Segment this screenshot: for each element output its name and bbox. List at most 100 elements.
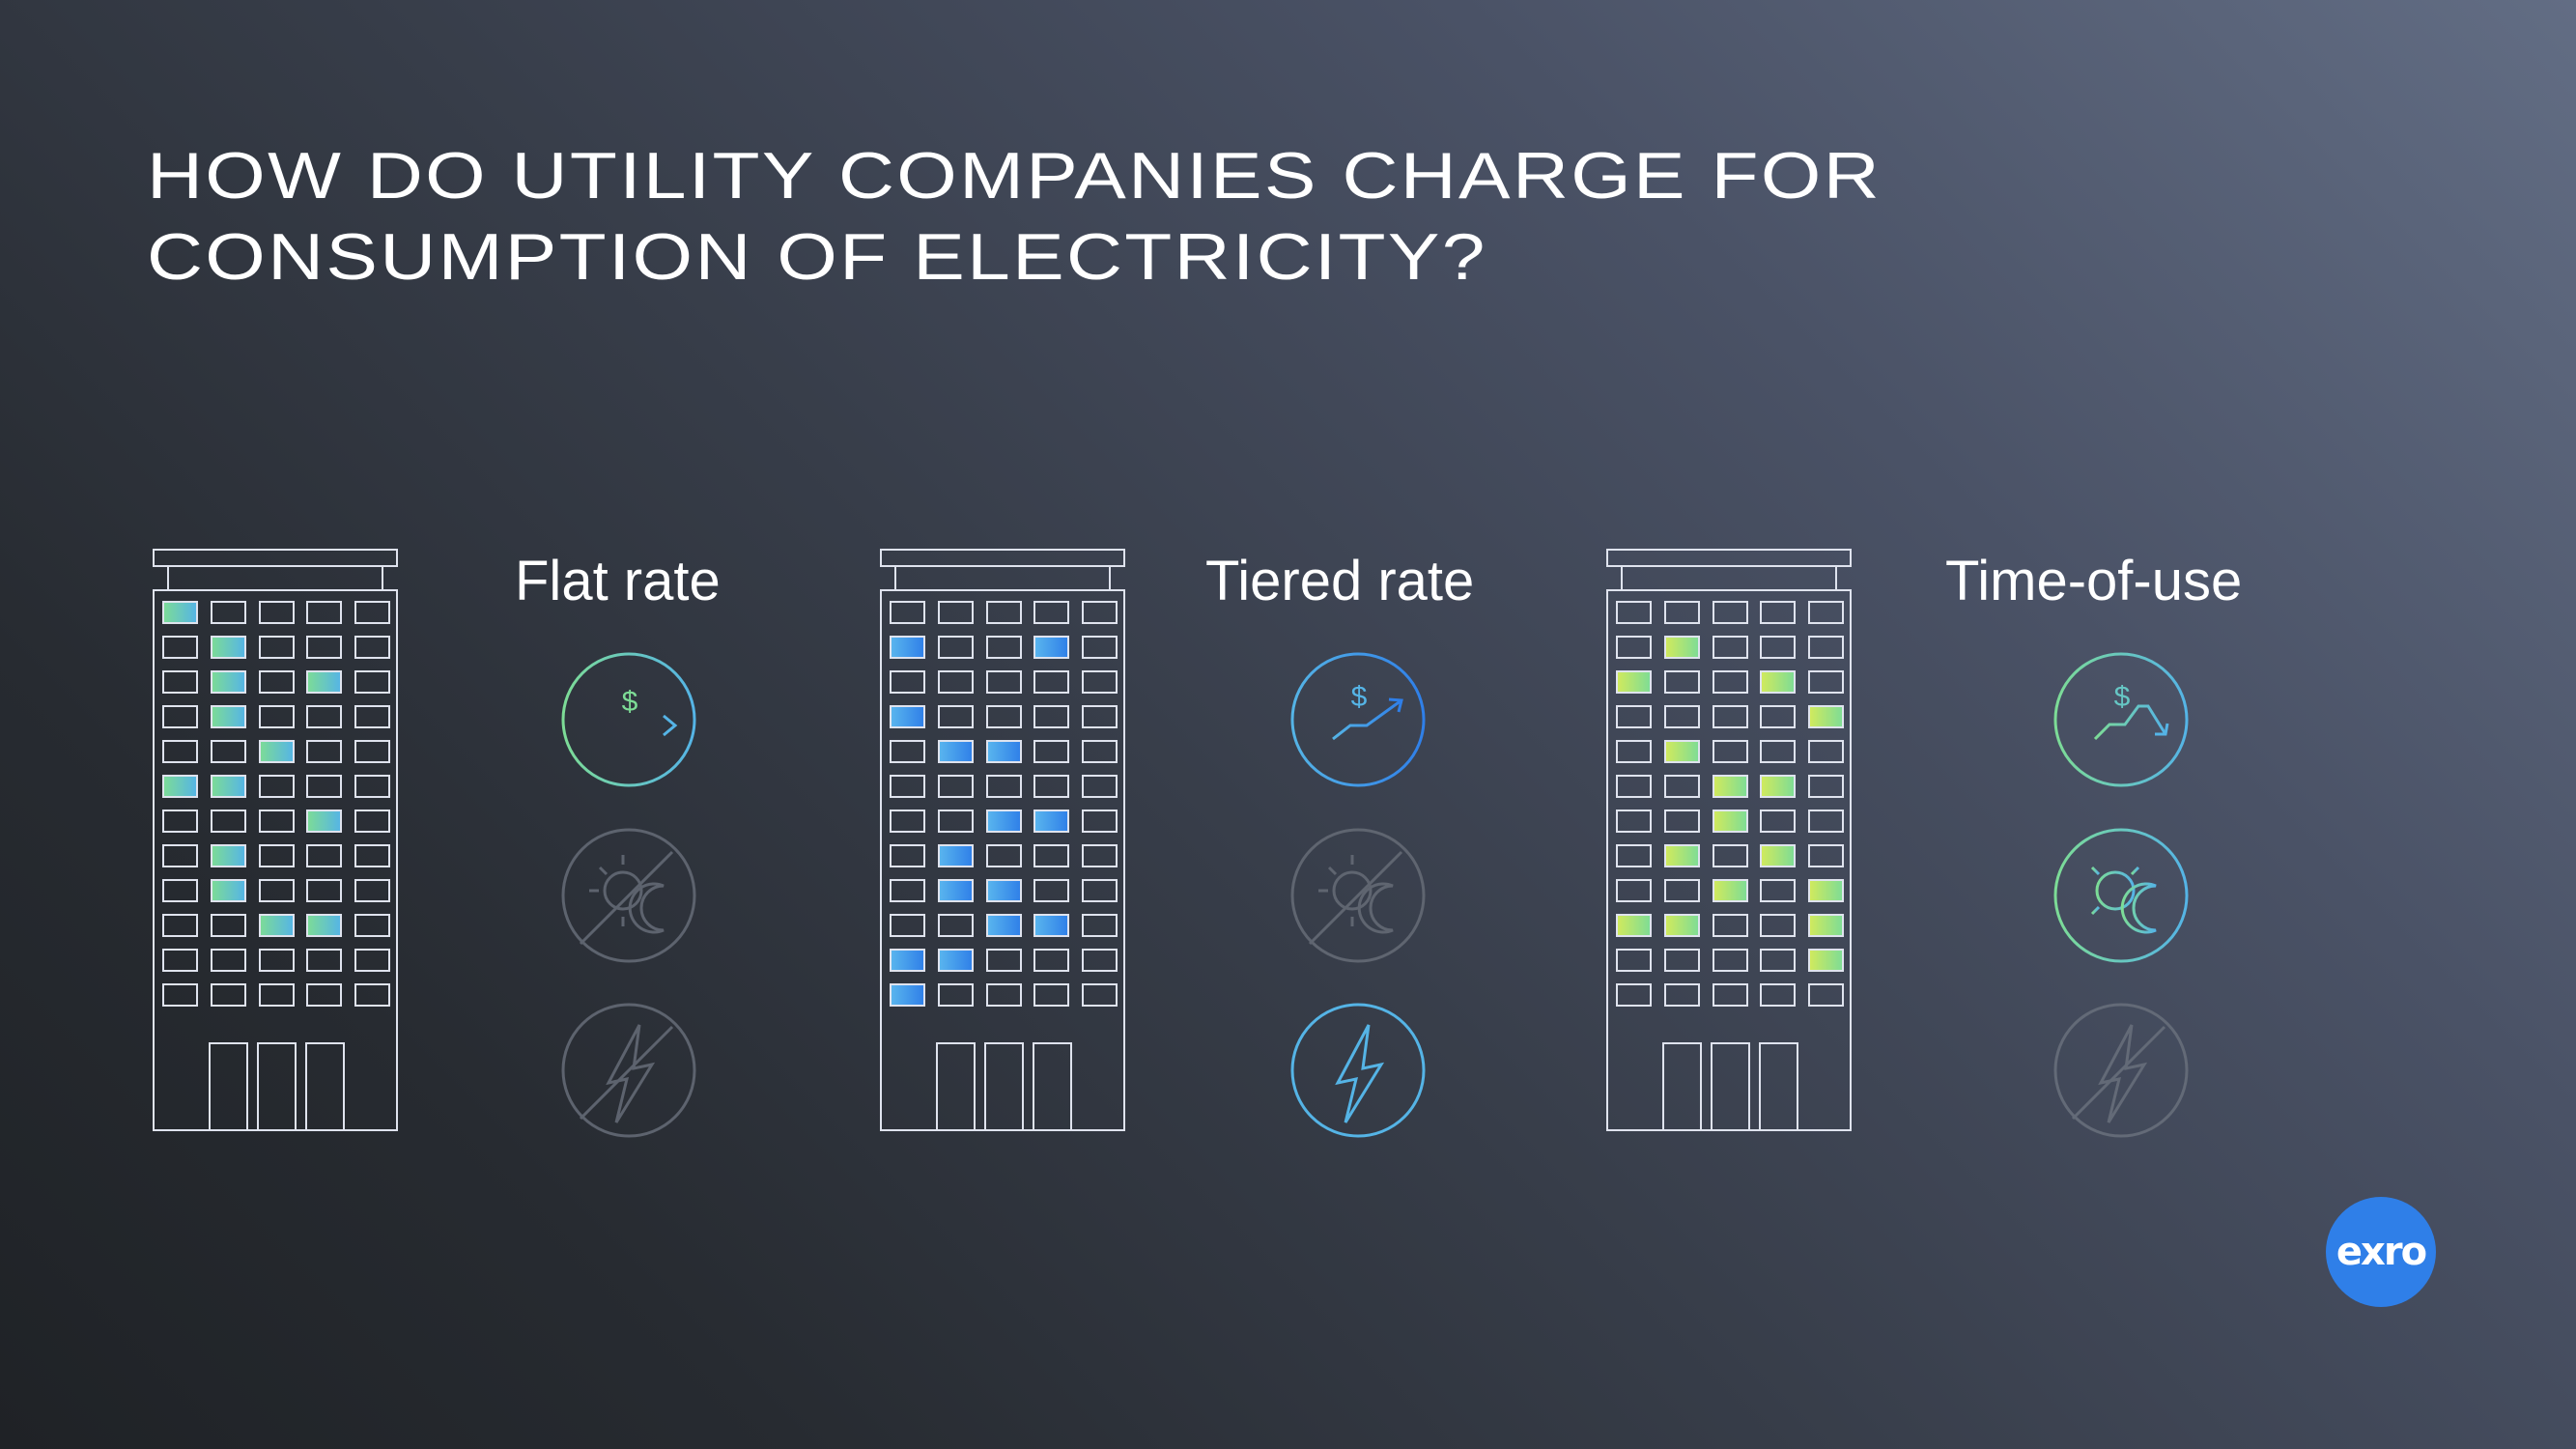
- window: [1033, 844, 1069, 867]
- window: [211, 844, 246, 867]
- window: [938, 914, 974, 937]
- window: [354, 670, 390, 694]
- window: [890, 775, 925, 798]
- window: [1082, 949, 1118, 972]
- window: [1808, 670, 1844, 694]
- window: [1713, 705, 1748, 728]
- window: [1808, 914, 1844, 937]
- window: [890, 705, 925, 728]
- window: [1082, 914, 1118, 937]
- window: [306, 775, 342, 798]
- logo-text: exro: [2335, 1230, 2427, 1274]
- window: [1713, 983, 1748, 1007]
- demand-lightning-disabled-icon: [2052, 1001, 2191, 1140]
- svg-text:$: $: [622, 686, 638, 718]
- door: [209, 1042, 248, 1131]
- window: [1082, 670, 1118, 694]
- window: [354, 705, 390, 728]
- window: [1664, 844, 1700, 867]
- window: [211, 810, 246, 833]
- building-time-of-use: [1605, 548, 1853, 1133]
- demand-lightning-icon: [1288, 1001, 1428, 1140]
- window: [1033, 810, 1069, 833]
- window: [259, 949, 295, 972]
- window: [306, 705, 342, 728]
- window: [1082, 705, 1118, 728]
- window: [1082, 601, 1118, 624]
- window: [890, 983, 925, 1007]
- plan-label-time-of-use: Time-of-use: [1945, 550, 2243, 612]
- window: [938, 670, 974, 694]
- window: [211, 601, 246, 624]
- window: [162, 670, 198, 694]
- window: [1808, 775, 1844, 798]
- window: [1808, 949, 1844, 972]
- window: [1760, 670, 1796, 694]
- window: [1616, 740, 1652, 763]
- window: [1760, 601, 1796, 624]
- window: [1713, 810, 1748, 833]
- window: [1808, 601, 1844, 624]
- door: [936, 1042, 976, 1131]
- window: [354, 775, 390, 798]
- window: [1664, 983, 1700, 1007]
- building-flat-rate: [152, 548, 399, 1133]
- window: [938, 879, 974, 902]
- window: [162, 844, 198, 867]
- window: [938, 705, 974, 728]
- window: [1713, 844, 1748, 867]
- day-night-disabled-icon: [559, 826, 698, 965]
- window: [259, 740, 295, 763]
- window: [938, 844, 974, 867]
- window: [306, 636, 342, 659]
- window: [259, 983, 295, 1007]
- window: [1760, 740, 1796, 763]
- window: [1664, 810, 1700, 833]
- door: [1711, 1042, 1750, 1131]
- window: [162, 740, 198, 763]
- window: [890, 670, 925, 694]
- window: [162, 775, 198, 798]
- day-night-icon: [2052, 826, 2191, 965]
- window: [1713, 775, 1748, 798]
- window: [1616, 844, 1652, 867]
- window: [259, 601, 295, 624]
- svg-text:$: $: [2114, 681, 2131, 713]
- window: [259, 775, 295, 798]
- window: [1616, 879, 1652, 902]
- window: [259, 810, 295, 833]
- window: [938, 949, 974, 972]
- window: [162, 879, 198, 902]
- window: [1616, 983, 1652, 1007]
- door: [1759, 1042, 1798, 1131]
- window: [1616, 775, 1652, 798]
- window: [354, 740, 390, 763]
- window: [306, 879, 342, 902]
- window: [1033, 775, 1069, 798]
- window: [1033, 983, 1069, 1007]
- window: [211, 740, 246, 763]
- window: [1082, 636, 1118, 659]
- window: [986, 636, 1022, 659]
- window: [890, 879, 925, 902]
- window: [1616, 810, 1652, 833]
- window: [306, 914, 342, 937]
- window: [1713, 601, 1748, 624]
- window: [162, 705, 198, 728]
- window: [1616, 949, 1652, 972]
- window: [1808, 983, 1844, 1007]
- window: [1713, 914, 1748, 937]
- window: [1664, 705, 1700, 728]
- window: [1808, 636, 1844, 659]
- window: [259, 705, 295, 728]
- window: [259, 914, 295, 937]
- window: [162, 636, 198, 659]
- window: [1664, 949, 1700, 972]
- window: [986, 810, 1022, 833]
- window: [306, 983, 342, 1007]
- window: [1033, 601, 1069, 624]
- window: [986, 670, 1022, 694]
- window: [890, 636, 925, 659]
- window: [162, 983, 198, 1007]
- window: [1664, 775, 1700, 798]
